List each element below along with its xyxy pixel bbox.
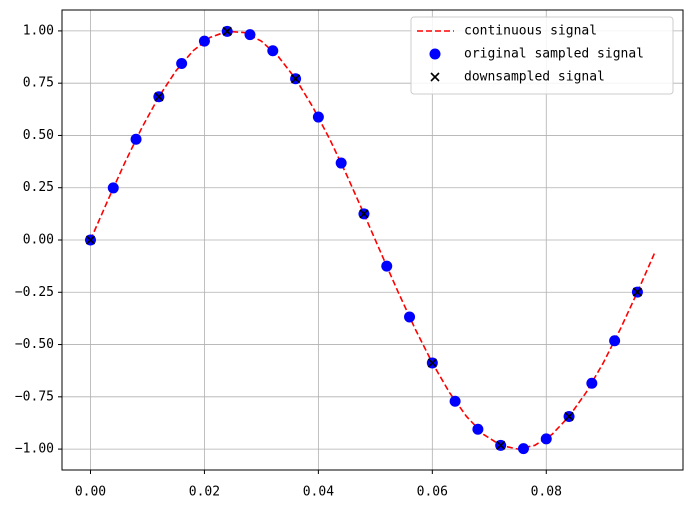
x-marker — [427, 358, 437, 368]
y-tick-label: 0.75 — [23, 76, 54, 91]
x-tick-label: 0.08 — [531, 485, 562, 500]
sample-point — [381, 260, 393, 272]
plot-frame — [61, 9, 684, 471]
sample-point — [312, 111, 324, 123]
x-tick-label: 0.06 — [417, 485, 448, 500]
sample-point — [609, 335, 621, 347]
y-tick-label: 1.00 — [23, 23, 54, 38]
y-tick-label: −0.25 — [15, 285, 54, 300]
x-marker — [632, 287, 642, 297]
sample-point — [130, 133, 142, 145]
legend-box — [410, 16, 674, 95]
sample-point — [517, 443, 529, 455]
x-marker — [85, 235, 96, 245]
x-marker — [291, 74, 301, 84]
x-tick-label: 0.04 — [303, 485, 334, 500]
legend-swatch — [429, 48, 441, 60]
sample-point — [267, 45, 279, 57]
legend: continuous signal original sampled signal… — [410, 16, 674, 95]
sample-point — [540, 433, 552, 445]
sample-point — [472, 423, 484, 435]
x-marker — [496, 440, 506, 450]
sample-point — [244, 29, 256, 41]
legend-label: continuous signal — [464, 24, 597, 39]
y-tick-label: −1.00 — [15, 442, 54, 457]
x-marker — [359, 209, 369, 219]
y-tick-label: 0.25 — [23, 180, 54, 195]
x-marker — [564, 411, 574, 422]
y-tick-label: 0.50 — [23, 128, 54, 143]
y-tick-label: 0.00 — [23, 233, 54, 248]
x-marker — [222, 26, 232, 36]
sample-point — [198, 35, 210, 47]
x-tick-label: 0.00 — [75, 485, 106, 500]
sample-point — [404, 311, 416, 323]
sample-point — [107, 182, 119, 194]
x-marker — [430, 72, 440, 82]
legend-label: original sampled signal — [464, 47, 644, 62]
sample-point — [335, 157, 347, 169]
y-tick-label: −0.75 — [15, 389, 54, 404]
x-marker — [154, 92, 164, 102]
x-tick-label: 0.02 — [189, 485, 220, 500]
sample-point — [449, 395, 461, 407]
sample-point — [586, 377, 598, 389]
y-tick-label: −0.50 — [15, 337, 54, 352]
sample-point — [176, 58, 188, 70]
legend-label: downsampled signal — [464, 70, 605, 85]
